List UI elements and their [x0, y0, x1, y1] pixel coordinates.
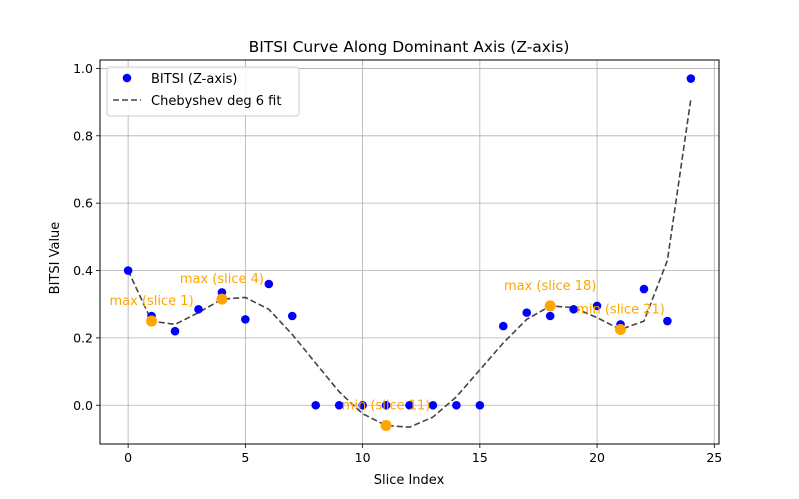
data-point — [311, 400, 321, 410]
data-point — [194, 304, 203, 314]
extrema-point — [380, 419, 392, 431]
y-tick-label: 0.6 — [73, 196, 93, 211]
annotation-label: max (slice 4) — [180, 272, 264, 287]
y-tick-label: 1.0 — [73, 61, 93, 76]
data-point — [663, 316, 672, 326]
legend: BITSI (Z-axis) Chebyshev deg 6 fit — [106, 66, 300, 117]
data-point — [686, 74, 696, 83]
extrema-point — [146, 315, 158, 327]
data-point — [569, 304, 578, 314]
x-axis-label: Slice Index — [374, 473, 445, 488]
legend-label-points: BITSI (Z-axis) — [151, 72, 237, 87]
data-point — [170, 326, 180, 336]
data-point — [287, 311, 297, 321]
extrema-point — [615, 323, 627, 335]
annotation-layer: max (slice 1) max (slice 4) min (slice 11)… — [110, 272, 665, 413]
data-point — [475, 400, 485, 410]
annotation-label: max (slice 18) — [504, 279, 596, 294]
data-point — [405, 400, 414, 410]
annotation-label: max (slice 1) — [110, 294, 194, 309]
x-tick-label: 0 — [124, 450, 132, 465]
data-point — [428, 400, 438, 410]
y-tick-label: 0.2 — [73, 330, 93, 345]
y-tick-label: 0.4 — [73, 263, 93, 278]
data-point — [241, 315, 250, 324]
data-point — [358, 400, 367, 410]
data-point — [334, 400, 344, 410]
data-point — [264, 279, 274, 289]
data-point — [123, 266, 133, 275]
y-tick-label: 0.0 — [73, 398, 93, 413]
data-point — [452, 400, 461, 410]
x-tick-label: 20 — [589, 450, 605, 465]
data-point — [639, 284, 649, 294]
y-tick-label: 0.8 — [73, 128, 93, 143]
data-point — [522, 308, 532, 317]
data-point — [381, 400, 391, 410]
data-point — [592, 301, 602, 311]
fit-curve-layer — [127, 98, 692, 429]
x-tick-label: 15 — [472, 450, 488, 465]
extrema-points-layer — [146, 293, 627, 431]
annotation-label: min (slice 21) — [576, 302, 665, 317]
annotation-label: min (slice 11) — [342, 398, 431, 413]
x-tick-label: 25 — [706, 450, 722, 465]
data-point — [498, 321, 508, 331]
plot-frame — [99, 59, 720, 445]
extrema-point — [216, 293, 228, 305]
legend-label-fit: Chebyshev deg 6 fit — [151, 94, 281, 109]
x-tick-label: 10 — [355, 450, 371, 465]
axis-ticks: 0 5 10 15 20 25 0.0 0.2 0.4 0.6 0.8 1.0 — [73, 61, 722, 465]
legend-box — [106, 66, 300, 117]
data-point — [545, 311, 555, 321]
y-axis-label: BITSI Value — [48, 222, 63, 295]
fit-curve-line — [127, 98, 692, 429]
x-tick-label: 5 — [241, 450, 249, 465]
grid-lines — [100, 60, 719, 444]
chart-title: BITSI Curve Along Dominant Axis (Z-axis) — [249, 38, 570, 56]
extrema-point — [544, 300, 556, 312]
legend-marker-points — [122, 73, 132, 83]
